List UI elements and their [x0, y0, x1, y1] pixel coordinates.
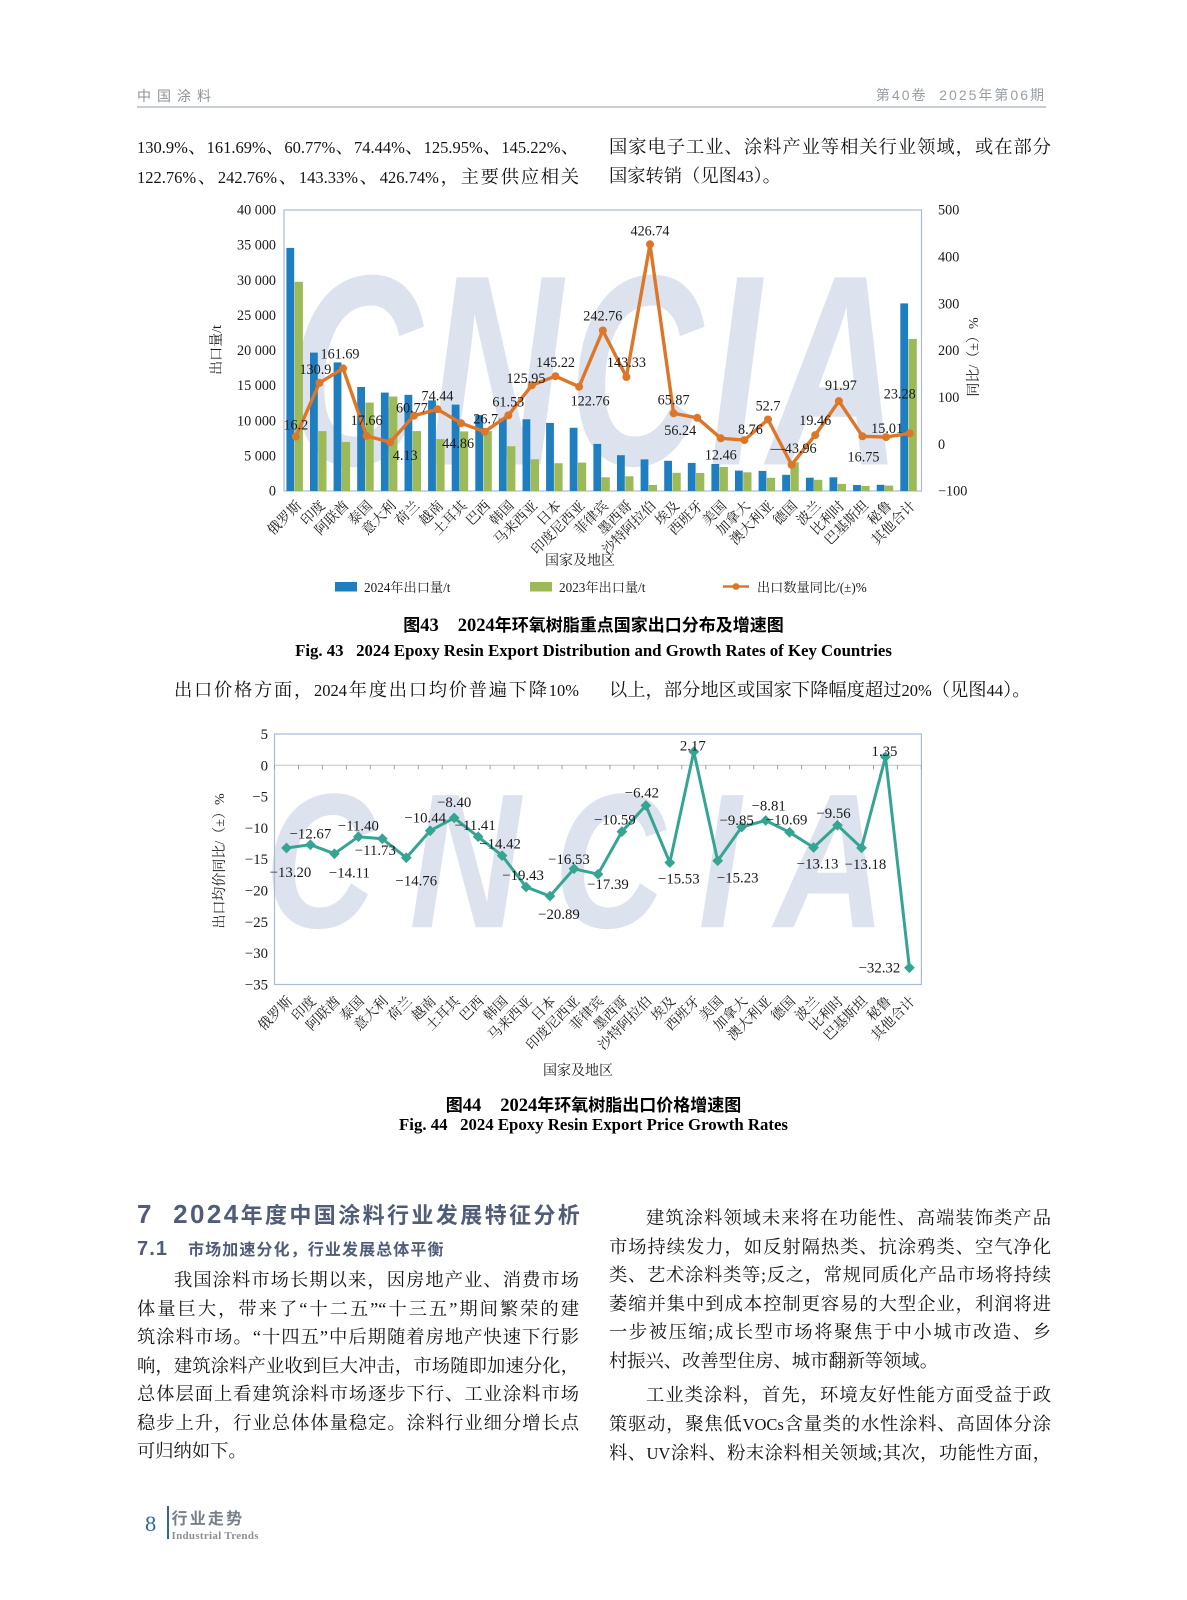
- svg-text:—43.96: —43.96: [770, 441, 817, 457]
- svg-text:0: 0: [938, 437, 945, 453]
- svg-text:−11.40: −11.40: [338, 819, 379, 835]
- svg-text:2024年出口量/t: 2024年出口量/t: [364, 579, 451, 595]
- svg-text:2.17: 2.17: [680, 739, 706, 755]
- svg-text:12.46: 12.46: [705, 447, 737, 463]
- svg-text:−13.20: −13.20: [270, 865, 312, 881]
- svg-text:2023年出口量/t: 2023年出口量/t: [559, 579, 646, 595]
- svg-text:17.66: 17.66: [351, 413, 383, 429]
- svg-text:−13.18: −13.18: [845, 857, 887, 873]
- svg-text:16.75: 16.75: [848, 449, 880, 465]
- svg-text:−11.41: −11.41: [455, 818, 496, 834]
- svg-text:−20.89: −20.89: [538, 907, 580, 923]
- svg-text:−25: −25: [245, 915, 268, 931]
- svg-text:10 000: 10 000: [237, 413, 276, 429]
- svg-text:−15.23: −15.23: [717, 871, 759, 887]
- svg-text:0: 0: [269, 484, 276, 500]
- svg-text:−15: −15: [245, 852, 268, 868]
- svg-text:300: 300: [938, 296, 959, 312]
- svg-text:−10.69: −10.69: [766, 812, 808, 828]
- svg-text:15 000: 15 000: [237, 378, 276, 394]
- svg-text:100: 100: [938, 390, 959, 406]
- svg-text:−19.43: −19.43: [502, 868, 544, 884]
- svg-text:242.76: 242.76: [583, 309, 622, 325]
- svg-text:出口均价同比/（±）%: 出口均价同比/（±）%: [212, 793, 228, 929]
- svg-text:1.35: 1.35: [872, 744, 898, 760]
- svg-text:−6.42: −6.42: [625, 786, 659, 802]
- svg-text:−16.53: −16.53: [548, 852, 590, 868]
- svg-text:−17.39: −17.39: [587, 877, 629, 893]
- svg-text:91.97: 91.97: [825, 378, 857, 394]
- svg-text:出口量/t: 出口量/t: [209, 325, 225, 375]
- svg-text:巴西: 巴西: [457, 993, 487, 1023]
- svg-text:0: 0: [261, 758, 268, 774]
- svg-text:122.76: 122.76: [571, 394, 610, 410]
- svg-text:145.22: 145.22: [536, 355, 575, 371]
- svg-text:国家及地区: 国家及地区: [545, 552, 615, 569]
- svg-text:−10: −10: [245, 821, 268, 837]
- svg-text:−5: −5: [252, 790, 268, 806]
- svg-text:125.95: 125.95: [506, 371, 545, 387]
- svg-text:25 000: 25 000: [237, 308, 276, 324]
- svg-text:5: 5: [261, 727, 268, 743]
- svg-text:CNCIA: CNCIA: [265, 754, 919, 968]
- svg-text:−35: −35: [245, 978, 268, 994]
- svg-text:400: 400: [938, 249, 959, 265]
- svg-text:23.28: 23.28: [884, 386, 916, 402]
- svg-text:−13.13: −13.13: [797, 857, 839, 873]
- svg-text:−8.81: −8.81: [752, 799, 786, 815]
- svg-text:出口数量同比/(±)%: 出口数量同比/(±)%: [757, 579, 867, 595]
- svg-text:44.86: 44.86: [442, 436, 474, 452]
- svg-text:161.69: 161.69: [320, 346, 359, 362]
- svg-text:4.13: 4.13: [393, 448, 418, 464]
- svg-text:−100: −100: [938, 484, 967, 500]
- svg-text:200: 200: [938, 343, 959, 359]
- svg-text:德国: 德国: [768, 993, 798, 1023]
- svg-text:−32.32: −32.32: [859, 961, 901, 977]
- svg-text:8.76: 8.76: [738, 422, 763, 438]
- svg-text:−11.73: −11.73: [355, 843, 396, 859]
- svg-text:−20: −20: [245, 884, 268, 900]
- svg-text:143.33: 143.33: [607, 355, 646, 371]
- svg-text:35 000: 35 000: [237, 238, 276, 254]
- svg-text:426.74: 426.74: [630, 223, 669, 239]
- svg-text:−9.56: −9.56: [816, 806, 850, 822]
- svg-text:26.7: 26.7: [473, 412, 498, 428]
- svg-text:−14.11: −14.11: [329, 866, 370, 882]
- svg-text:56.24: 56.24: [664, 423, 696, 439]
- svg-text:61.53: 61.53: [492, 394, 524, 410]
- svg-text:5 000: 5 000: [244, 449, 276, 465]
- svg-text:−14.42: −14.42: [479, 837, 521, 853]
- svg-text:40 000: 40 000: [237, 203, 276, 219]
- svg-text:−10.59: −10.59: [594, 813, 636, 829]
- svg-text:−30: −30: [245, 946, 268, 962]
- svg-text:−14.76: −14.76: [395, 874, 437, 890]
- svg-text:30 000: 30 000: [237, 273, 276, 289]
- svg-text:60.77: 60.77: [396, 401, 428, 417]
- svg-text:74.44: 74.44: [422, 388, 454, 404]
- svg-text:国家及地区: 国家及地区: [543, 1062, 613, 1079]
- svg-text:52.7: 52.7: [756, 399, 781, 415]
- svg-text:20 000: 20 000: [237, 343, 276, 359]
- svg-text:19.46: 19.46: [799, 413, 831, 429]
- svg-text:65.87: 65.87: [658, 392, 690, 408]
- svg-text:−8.40: −8.40: [437, 795, 471, 811]
- svg-text:−9.85: −9.85: [720, 813, 754, 829]
- svg-text:−15.53: −15.53: [658, 872, 700, 888]
- svg-text:130.9: 130.9: [299, 362, 331, 378]
- svg-text:同比/（±）%: 同比/（±）%: [966, 317, 982, 397]
- svg-text:−12.67: −12.67: [290, 827, 332, 843]
- svg-text:15.01: 15.01: [871, 421, 903, 437]
- svg-text:−10.44: −10.44: [404, 811, 446, 827]
- svg-text:500: 500: [938, 203, 959, 219]
- svg-text:16.2: 16.2: [283, 418, 308, 434]
- svg-text:荷兰: 荷兰: [385, 993, 415, 1023]
